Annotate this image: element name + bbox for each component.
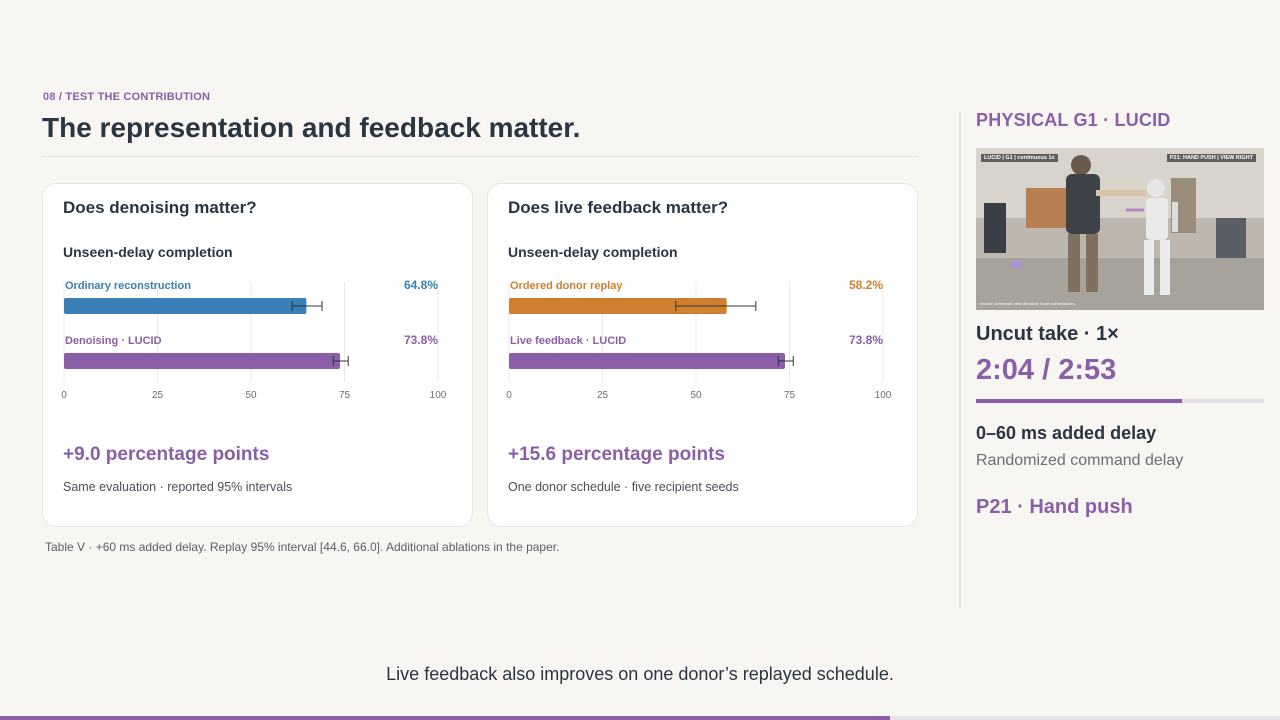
video-overlay-left: LUCID | G1 | continuous 1x [981, 154, 1058, 162]
video-caption: Arrows: schematic view direction; force … [980, 301, 1076, 306]
card-note: Same evaluation · reported 95% intervals [63, 480, 293, 494]
slide-subtitle: Live feedback also improves on one donor… [386, 664, 894, 684]
title-divider [42, 156, 918, 157]
bar [64, 298, 307, 314]
tick-label: 75 [339, 390, 351, 401]
tick-label: 50 [245, 390, 257, 401]
deck-progress [0, 716, 1280, 720]
perturbation-label: P21 · Hand push [976, 496, 1133, 518]
bar-label: Denoising · LUCID [65, 335, 162, 347]
video-player[interactable]: LUCID | G1 | continuous 1x P21: HAND PUS… [976, 148, 1264, 310]
chart-title: Unseen-delay completion [508, 244, 678, 260]
page-title: The representation and feedback matter. [42, 112, 581, 143]
delta-value: +15.6 percentage points [508, 444, 725, 465]
bar-value: 58.2% [849, 278, 883, 292]
video-overlay-right: P21: HAND PUSH | VIEW RIGHT [1166, 154, 1256, 162]
card-title: Does denoising matter? [63, 198, 257, 217]
video-frame [976, 148, 1264, 310]
bar-value: 64.8% [404, 278, 438, 292]
bar-value: 73.8% [849, 333, 883, 347]
bar-label: Ordinary reconstruction [65, 280, 191, 292]
bar-label: Live feedback · LUCID [510, 335, 626, 347]
deck-progress-fill [0, 716, 890, 720]
tick-label: 0 [506, 390, 512, 401]
card-title: Does live feedback matter? [508, 198, 729, 217]
chart-title: Unseen-delay completion [63, 244, 233, 260]
sidebar-title: PHYSICAL G1 · LUCID [976, 110, 1171, 130]
card-note: One donor schedule · five recipient seed… [508, 480, 739, 494]
tick-label: 50 [690, 390, 702, 401]
bar-value: 73.8% [404, 333, 438, 347]
tick-label: 75 [784, 390, 796, 401]
bar-label: Ordered donor replay [510, 280, 623, 292]
table-footnote: Table V · +60 ms added delay. Replay 95%… [45, 540, 560, 554]
tick-label: 25 [152, 390, 164, 401]
playback-progress-fill [976, 399, 1183, 403]
delta-value: +9.0 percentage points [63, 444, 270, 465]
card-live-feedback: Does live feedback matter? Unseen-delay … [487, 183, 918, 527]
delay-title: 0–60 ms added delay [976, 423, 1157, 443]
card-denoising: Does denoising matter? Unseen-delay comp… [42, 183, 473, 527]
tick-label: 100 [875, 390, 892, 401]
denoising-chart: 0 25 50 75 100 Ordinary reconstruction 64.8% De… [61, 278, 447, 401]
section-kicker: 08 / TEST THE CONTRIBUTION [43, 91, 211, 103]
bar [509, 298, 727, 314]
bar [64, 353, 341, 369]
tick-label: 0 [61, 390, 67, 401]
timecode: 2:04 / 2:53 [976, 354, 1117, 386]
playback-progress[interactable] [976, 399, 1264, 403]
bar [509, 353, 786, 369]
delay-subtitle: Randomized command delay [976, 452, 1184, 469]
take-label: Uncut take · 1× [976, 323, 1119, 345]
tick-label: 25 [597, 390, 609, 401]
live-feedback-chart: 0 25 50 75 100 Ordered donor replay 58.2% Live … [506, 278, 892, 401]
tick-label: 100 [430, 390, 447, 401]
sidebar-divider [959, 112, 961, 608]
